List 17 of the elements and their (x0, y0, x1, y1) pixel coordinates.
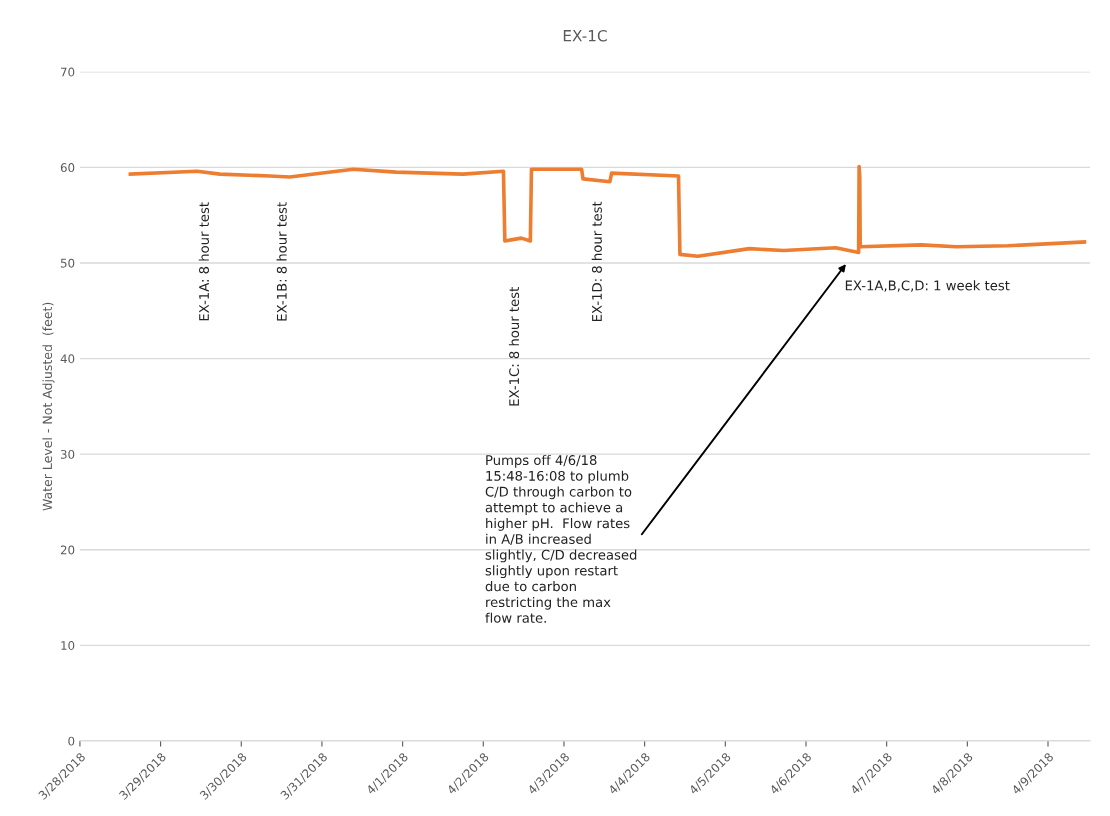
annotation: EX-1C: 8 hour test (508, 287, 520, 406)
chart-title: EX-1C (563, 29, 607, 42)
y-tick-label: 50 (60, 258, 75, 268)
annotation: EX-1A: 8 hour test (198, 202, 209, 321)
y-tick-label: 20 (60, 545, 75, 555)
annotation: EX-1D: 8 hour test (591, 201, 602, 322)
y-tick-label: 10 (61, 641, 75, 650)
y-tick-label: 30 (60, 449, 75, 459)
text: Pumps off 4/6/18 15:48-16:08 to plumb C/D through carbon to attempt to achieve a higher pH. Flow rates in A/B increased slightly, C/D decreased slightly upon restart due to carbon restricting the max flow rate. (485, 454, 637, 623)
annotation: EX-1A,B,C,D: 1 week test (845, 280, 1010, 292)
y-tick-label: 0 (68, 736, 75, 746)
y-tick-label: 40 (60, 354, 75, 364)
annotation: EX-1B: 8 hour test (276, 202, 287, 321)
y-tick-label: 60 (60, 163, 75, 173)
line-series (128, 164, 1087, 259)
y-tick-label: 70 (61, 67, 75, 77)
y-axis-title: Water Level - Not Adjusted (feet) (42, 302, 55, 511)
